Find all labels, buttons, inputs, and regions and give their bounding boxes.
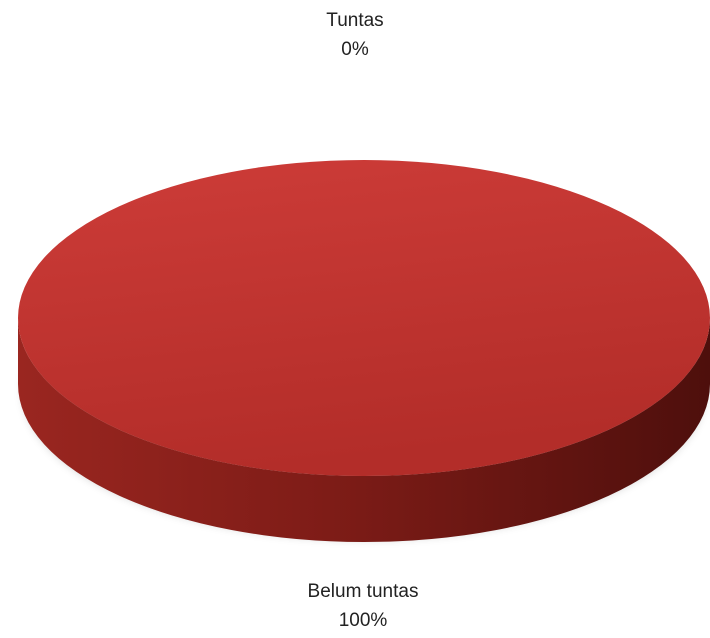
pie-slice-belum-tuntas <box>18 160 710 476</box>
data-label-tuntas-category: Tuntas <box>326 10 384 31</box>
pie-slice-belum-tuntas-side <box>18 318 710 542</box>
data-label-belum-tuntas-category: Belum tuntas <box>307 581 419 602</box>
data-label-belum-tuntas-value: 100% <box>338 610 388 631</box>
data-label-belum-tuntas: Belum tuntas 100% <box>263 577 463 635</box>
data-label-tuntas: Tuntas 0% <box>255 6 455 64</box>
data-label-tuntas-value: 0% <box>341 39 369 60</box>
